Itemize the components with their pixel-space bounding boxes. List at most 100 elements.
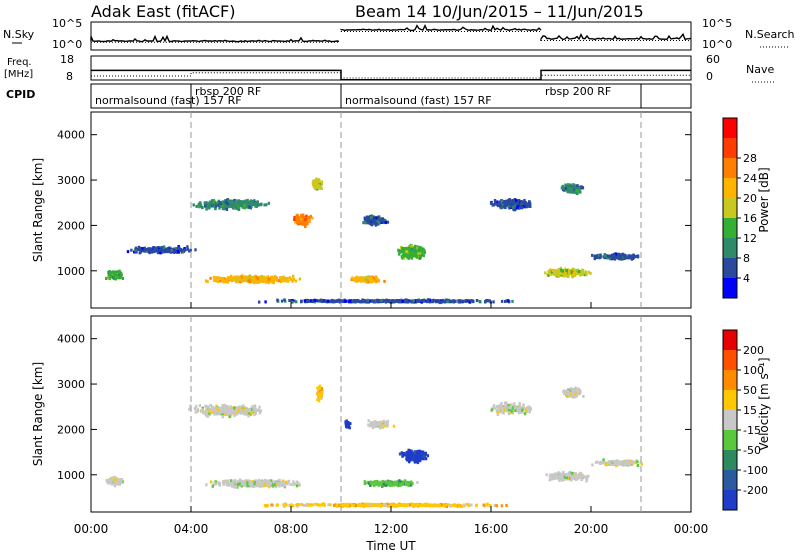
heatmap-cell <box>573 389 576 393</box>
heatmap-cell <box>380 425 383 429</box>
heatmap-cell <box>363 277 366 281</box>
heatmap-cell <box>561 184 564 188</box>
heatmap-cell <box>244 479 247 483</box>
frequency-line <box>91 69 691 81</box>
heatmap-cell <box>264 300 267 304</box>
heatmap-cell <box>199 204 203 208</box>
heatmap-cell <box>222 406 226 410</box>
heatmap-cell <box>507 404 511 408</box>
heatmap-cell <box>508 201 511 205</box>
heatmap-cell <box>385 420 388 424</box>
heatmap-cell <box>280 482 284 486</box>
heatmap-cell <box>528 200 531 204</box>
heatmap-cell <box>560 268 563 272</box>
heatmap-cell <box>382 419 385 423</box>
heatmap-cell <box>485 299 489 303</box>
heatmap-cell <box>401 246 404 250</box>
heatmap-cell <box>589 271 592 275</box>
heatmap-cell <box>569 183 572 187</box>
heatmap-cell <box>269 276 273 280</box>
heatmap-cell <box>575 186 578 190</box>
heatmap-cell <box>206 409 209 413</box>
heatmap-cell <box>319 184 322 188</box>
heatmap-cell <box>210 409 214 412</box>
heatmap-cell <box>403 299 406 303</box>
heatmap-cell <box>413 299 417 303</box>
colorbar-tick-label: 24 <box>743 172 757 185</box>
heatmap-cell <box>414 252 418 256</box>
heatmap-cell <box>231 484 234 488</box>
heatmap-cell <box>593 257 596 261</box>
heatmap-cell <box>209 276 212 280</box>
heatmap-cell <box>418 251 422 255</box>
heatmap-cell <box>243 203 246 207</box>
heatmap-cell <box>554 269 557 273</box>
heatmap-cell <box>106 276 110 279</box>
heatmap-cell <box>333 300 336 304</box>
heatmap-cell <box>464 299 467 303</box>
heatmap-cell <box>558 267 562 271</box>
heatmap-cell <box>571 190 575 194</box>
heatmap-cell <box>503 408 507 412</box>
heatmap-cell <box>252 277 255 281</box>
heatmap-cell <box>237 405 240 409</box>
heatmap-cell <box>582 394 585 398</box>
colorbar-tick-label: 16 <box>743 212 757 225</box>
heatmap-cell <box>186 245 189 249</box>
heatmap-cell <box>572 184 576 187</box>
heatmap-cell <box>177 245 180 248</box>
heatmap-cell <box>578 272 582 275</box>
heatmap-cell <box>238 277 242 281</box>
heatmap-cell <box>304 225 307 229</box>
heatmap-cell <box>316 185 319 189</box>
heatmap-cell <box>577 387 580 391</box>
heatmap-cell <box>216 409 219 413</box>
heatmap-cell <box>265 203 268 207</box>
heatmap-cell <box>489 201 493 205</box>
colorbar-tick-label: 28 <box>743 152 757 165</box>
heatmap-cell <box>249 277 252 281</box>
heatmap-cell <box>591 253 594 257</box>
heatmap-cell <box>175 246 178 250</box>
heatmap-cell <box>233 414 236 418</box>
heatmap-cell <box>420 246 423 250</box>
heatmap-cell <box>163 250 166 253</box>
heatmap-cell <box>460 299 463 303</box>
heatmap-cell <box>317 299 320 303</box>
heatmap-cell <box>370 299 374 303</box>
power-heatmap-cells <box>105 112 642 308</box>
heatmap-cell <box>240 201 243 204</box>
heatmap-cell <box>138 248 142 252</box>
heatmap-cell <box>279 482 282 486</box>
heatmap-cell <box>288 276 292 280</box>
heatmap-cell <box>367 419 370 423</box>
heatmap-cell <box>382 424 385 428</box>
heatmap-cell <box>236 201 240 205</box>
heatmap-cell <box>252 409 255 412</box>
heatmap-cell <box>528 410 531 414</box>
heatmap-cell <box>611 254 615 258</box>
heatmap-cell <box>205 404 208 408</box>
heatmap-cell <box>571 187 574 191</box>
heatmap-cell <box>226 412 229 416</box>
heatmap-cell <box>562 390 565 394</box>
heatmap-cell <box>259 479 262 483</box>
heatmap-cell <box>224 480 227 484</box>
heatmap-cell <box>513 204 517 208</box>
heatmap-cell <box>469 299 473 303</box>
heatmap-cell <box>572 271 575 275</box>
heatmap-cell <box>214 410 218 414</box>
heatmap-cell <box>245 204 248 208</box>
heatmap-cell <box>612 255 615 259</box>
heatmap-cell <box>621 252 625 256</box>
heatmap-cell <box>504 206 507 210</box>
heatmap-cell <box>109 480 112 484</box>
heatmap-cell <box>237 203 240 206</box>
heatmap-cell <box>209 404 212 407</box>
heatmap-cell <box>219 410 223 414</box>
heatmap-cell <box>372 484 376 488</box>
heatmap-cell <box>243 412 246 416</box>
heatmap-cell <box>320 187 323 190</box>
heatmap-cell <box>154 246 158 250</box>
y-tick-label: 3000 <box>57 174 85 187</box>
